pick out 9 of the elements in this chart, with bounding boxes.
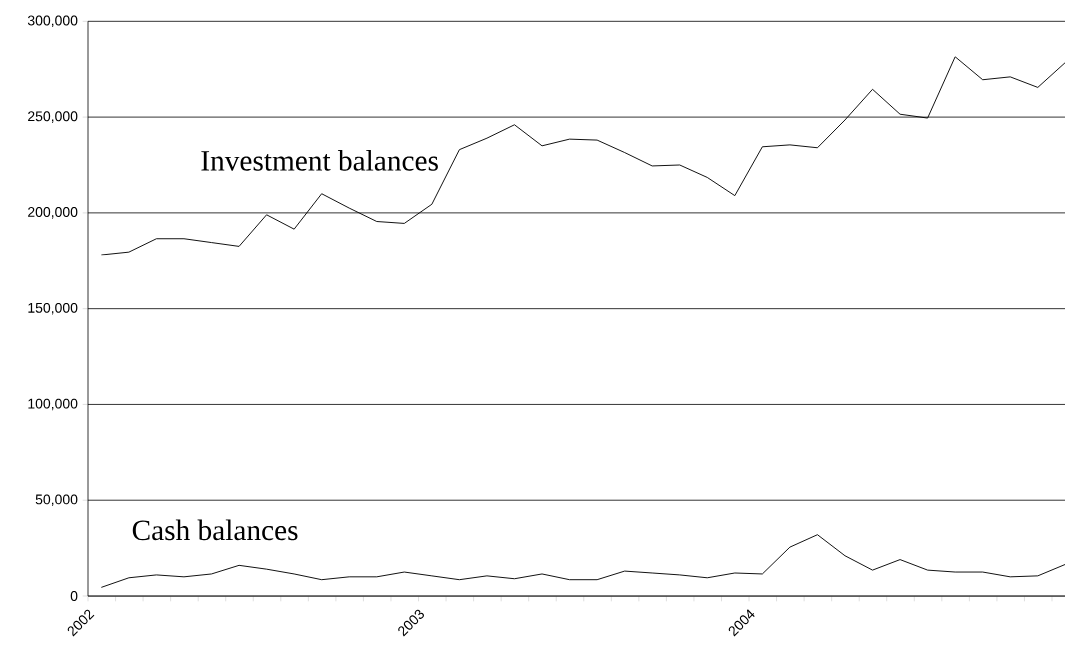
y-tick-label: 250,000 — [28, 111, 78, 123]
y-tick-label: 300,000 — [27, 15, 78, 28]
series-label: Investment balances — [201, 150, 438, 171]
y-tick-label: 200,000 — [28, 207, 78, 219]
series-label: Cash balances — [132, 519, 298, 541]
y-tick-label: 0 — [70, 591, 78, 601]
y-tick-label: 150,000 — [28, 302, 78, 315]
y-tick-label: 100,000 — [28, 398, 78, 411]
y-tick-label: 50,000 — [35, 494, 78, 506]
